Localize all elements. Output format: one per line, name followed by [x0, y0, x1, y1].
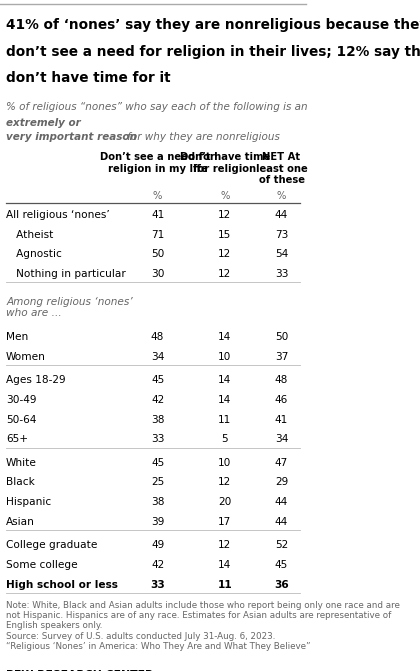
Text: 44: 44: [275, 517, 288, 527]
Text: extremely or: extremely or: [6, 117, 81, 127]
Text: Don’t see a need for
religion in my life: Don’t see a need for religion in my life: [100, 152, 215, 174]
Text: 73: 73: [275, 229, 288, 240]
Text: 11: 11: [218, 415, 231, 425]
Text: 33: 33: [151, 434, 164, 444]
Text: don’t see a need for religion in their lives; 12% say they: don’t see a need for religion in their l…: [6, 45, 420, 59]
Text: 10: 10: [218, 352, 231, 362]
Text: Asian: Asian: [6, 517, 35, 527]
Text: 5: 5: [222, 434, 228, 444]
Text: Men: Men: [6, 332, 29, 342]
Text: 29: 29: [275, 477, 288, 487]
Text: 14: 14: [218, 395, 231, 405]
Text: 54: 54: [275, 250, 288, 260]
Text: 12: 12: [218, 540, 231, 550]
Text: 14: 14: [218, 375, 231, 385]
Text: % of religious “nones” who say each of the following is an: % of religious “nones” who say each of t…: [6, 101, 311, 111]
Text: 44: 44: [275, 210, 288, 220]
Text: Black: Black: [6, 477, 35, 487]
Text: for why they are nonreligious: for why they are nonreligious: [124, 132, 280, 142]
Text: 36: 36: [274, 580, 289, 590]
Text: All religious ‘nones’: All religious ‘nones’: [6, 210, 110, 220]
Text: 33: 33: [275, 269, 288, 279]
Text: 39: 39: [151, 517, 164, 527]
Text: 41: 41: [275, 415, 288, 425]
Text: don’t have time for it: don’t have time for it: [6, 72, 171, 85]
Text: Don’t have time
for religion: Don’t have time for religion: [180, 152, 270, 174]
Text: 25: 25: [151, 477, 164, 487]
Text: Ages 18-29: Ages 18-29: [6, 375, 66, 385]
Text: 12: 12: [218, 250, 231, 260]
Text: 34: 34: [151, 352, 164, 362]
Text: Hispanic: Hispanic: [6, 497, 51, 507]
Text: 38: 38: [151, 497, 164, 507]
Text: Among religious ‘nones’
who are ...: Among religious ‘nones’ who are ...: [6, 297, 133, 318]
Text: 42: 42: [151, 560, 164, 570]
Text: very important reason: very important reason: [6, 132, 137, 142]
Text: 45: 45: [151, 375, 164, 385]
Text: 44: 44: [275, 497, 288, 507]
Text: 15: 15: [218, 229, 231, 240]
Text: High school or less: High school or less: [6, 580, 118, 590]
Text: NET At
least one
of these: NET At least one of these: [256, 152, 307, 185]
Text: 41: 41: [151, 210, 164, 220]
Text: 14: 14: [218, 560, 231, 570]
Text: 14: 14: [218, 332, 231, 342]
Text: 50: 50: [151, 250, 164, 260]
Text: 42: 42: [151, 395, 164, 405]
Text: 47: 47: [275, 458, 288, 468]
Text: 20: 20: [218, 497, 231, 507]
Text: Some college: Some college: [6, 560, 78, 570]
Text: 30: 30: [151, 269, 164, 279]
Text: 12: 12: [218, 210, 231, 220]
Text: 38: 38: [151, 415, 164, 425]
Text: 37: 37: [275, 352, 288, 362]
Text: %: %: [153, 191, 162, 201]
Text: Nothing in particular: Nothing in particular: [6, 269, 126, 279]
Text: 50: 50: [275, 332, 288, 342]
Text: Note: White, Black and Asian adults include those who report being only one race: Note: White, Black and Asian adults incl…: [6, 601, 400, 652]
Text: 10: 10: [218, 458, 231, 468]
Text: 48: 48: [275, 375, 288, 385]
Text: 65+: 65+: [6, 434, 28, 444]
Text: 33: 33: [150, 580, 165, 590]
Text: %: %: [277, 191, 286, 201]
Text: 45: 45: [151, 458, 164, 468]
Text: Atheist: Atheist: [6, 229, 53, 240]
Text: Women: Women: [6, 352, 46, 362]
Text: 52: 52: [275, 540, 288, 550]
Text: 34: 34: [275, 434, 288, 444]
Text: Agnostic: Agnostic: [6, 250, 62, 260]
Text: White: White: [6, 458, 37, 468]
Text: College graduate: College graduate: [6, 540, 97, 550]
Text: 17: 17: [218, 517, 231, 527]
Text: 41% of ‘nones’ say they are nonreligious because they: 41% of ‘nones’ say they are nonreligious…: [6, 19, 420, 32]
Text: PEW RESEARCH CENTER: PEW RESEARCH CENTER: [6, 670, 153, 671]
Text: 45: 45: [275, 560, 288, 570]
Text: 12: 12: [218, 477, 231, 487]
Text: 12: 12: [218, 269, 231, 279]
Text: 71: 71: [151, 229, 164, 240]
Text: %: %: [220, 191, 230, 201]
Text: 48: 48: [151, 332, 164, 342]
Text: 46: 46: [275, 395, 288, 405]
Text: 49: 49: [151, 540, 164, 550]
Text: 50-64: 50-64: [6, 415, 37, 425]
Text: 11: 11: [218, 580, 232, 590]
Text: 30-49: 30-49: [6, 395, 37, 405]
